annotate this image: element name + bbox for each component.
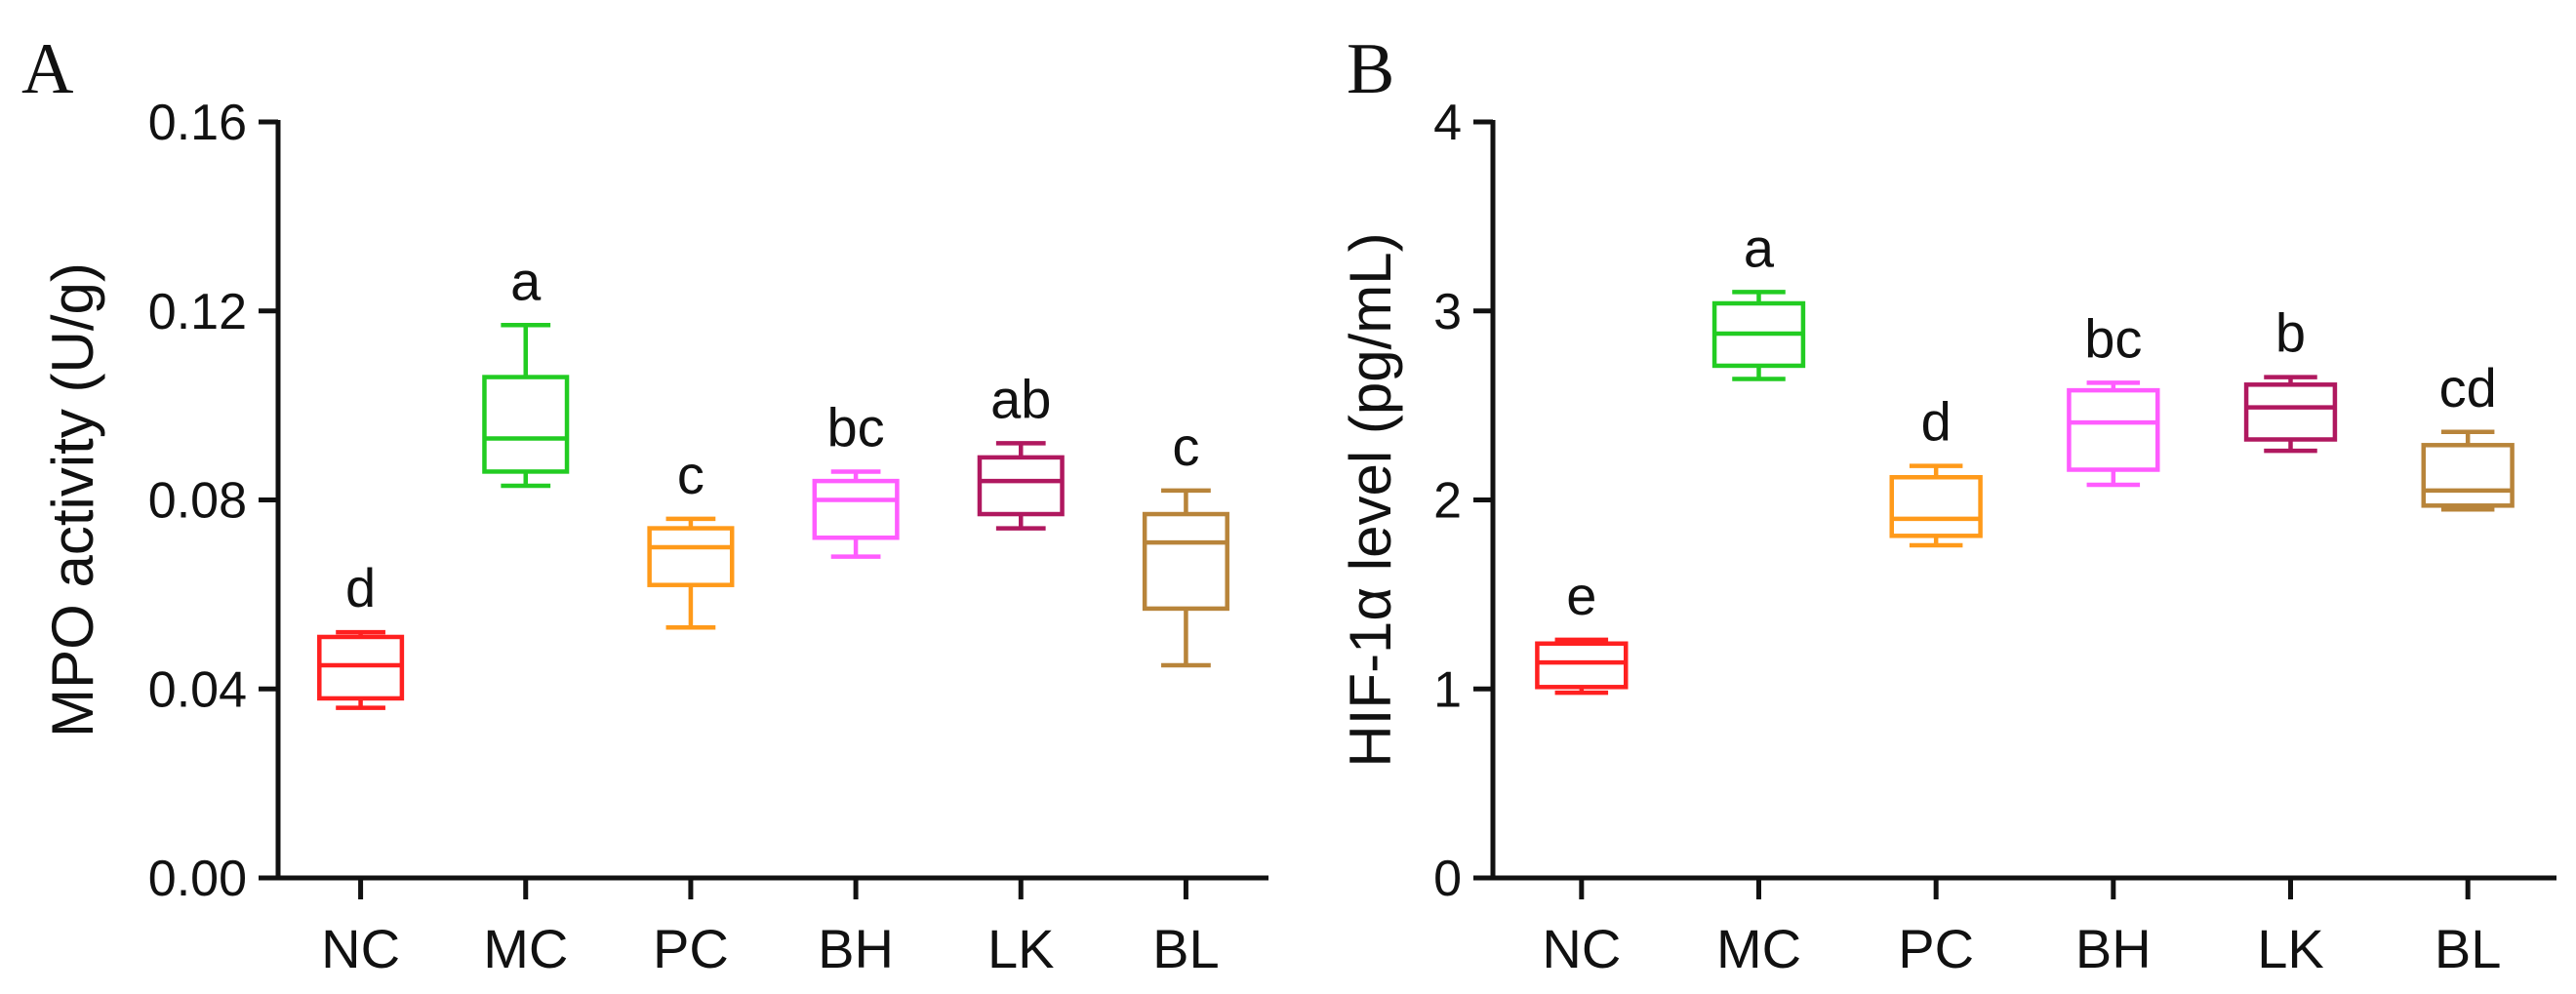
box-iqr (317, 634, 405, 701)
significance-letter: d (345, 557, 376, 618)
x-category-label: BH (2075, 918, 2152, 979)
significance-letter: a (1744, 217, 1775, 278)
x-category-label: NC (321, 918, 400, 979)
box-plot-mc: a (1711, 217, 1806, 381)
box-iqr (1889, 475, 1983, 538)
panel-letter: A (21, 29, 73, 109)
significance-letter: d (1921, 391, 1952, 453)
panel-b: B 0 1 2 3 4 NC MC PC BH LK BL HIF-1α level (pg/mL) e a… (1338, 29, 2556, 979)
y-tick-label: 1 (1433, 661, 1462, 718)
significance-letter: cd (2439, 357, 2497, 418)
box-iqr (2067, 387, 2160, 472)
y-tick-label: 0.00 (148, 851, 247, 907)
box-plot-bl: cd (2421, 357, 2515, 512)
box-iqr (977, 455, 1065, 517)
box-plot-mc: a (482, 250, 570, 489)
panel-letter: B (1347, 29, 1394, 109)
significance-letter: a (510, 250, 542, 311)
x-category-label: MC (483, 918, 568, 979)
box-plot-lk: ab (977, 368, 1065, 531)
y-tick-label: 0 (1433, 851, 1462, 907)
y-tick-label: 2 (1433, 473, 1462, 530)
x-category-label: MC (1716, 918, 1801, 979)
box-iqr (812, 478, 900, 540)
x-category-label: BL (2435, 918, 2502, 979)
significance-letter: c (677, 444, 704, 505)
box-iqr (2243, 382, 2338, 442)
box-iqr (1535, 641, 1629, 690)
x-category-label: PC (1898, 918, 1974, 979)
box-iqr (482, 375, 570, 474)
y-tick-label: 0.04 (148, 661, 247, 718)
y-tick-label: 3 (1433, 284, 1462, 340)
box-iqr (647, 526, 735, 587)
y-axis-title: HIF-1α level (pg/mL) (1338, 232, 1403, 767)
x-category-label: PC (653, 918, 729, 979)
box-plot-bh: bc (2067, 307, 2160, 488)
y-tick-label: 0.08 (148, 473, 247, 530)
box-plot-pc: d (1889, 391, 1983, 548)
x-category-label: LK (987, 918, 1055, 979)
box-plot-nc: d (317, 557, 405, 710)
box-plot-bl: c (1142, 416, 1229, 668)
significance-letter: bc (827, 396, 885, 457)
significance-letter: ab (990, 368, 1051, 429)
significance-letter: e (1566, 565, 1596, 626)
y-axis-title: MPO activity (U/g) (40, 262, 105, 737)
significance-letter: bc (2084, 307, 2142, 369)
x-category-label: NC (1542, 918, 1621, 979)
y-tick-label: 4 (1433, 95, 1462, 151)
y-tick-label: 0.16 (148, 95, 247, 151)
x-category-label: LK (2257, 918, 2324, 979)
x-category-label: BL (1152, 918, 1220, 979)
box-plot-pc: c (647, 444, 735, 630)
significance-letter: c (1172, 416, 1199, 477)
panel-a: A 0.00 0.04 0.08 0.12 0.16 NC MC PC BH LK BL MPO act… (21, 29, 1268, 979)
box-plot-lk: b (2243, 302, 2338, 454)
box-plot-bh: bc (812, 396, 900, 559)
y-tick-label: 0.12 (148, 284, 247, 340)
significance-letter: b (2275, 302, 2306, 364)
box-iqr (2421, 443, 2515, 508)
x-category-label: BH (818, 918, 894, 979)
box-plot-nc: e (1535, 565, 1629, 696)
box-iqr (1142, 511, 1229, 612)
